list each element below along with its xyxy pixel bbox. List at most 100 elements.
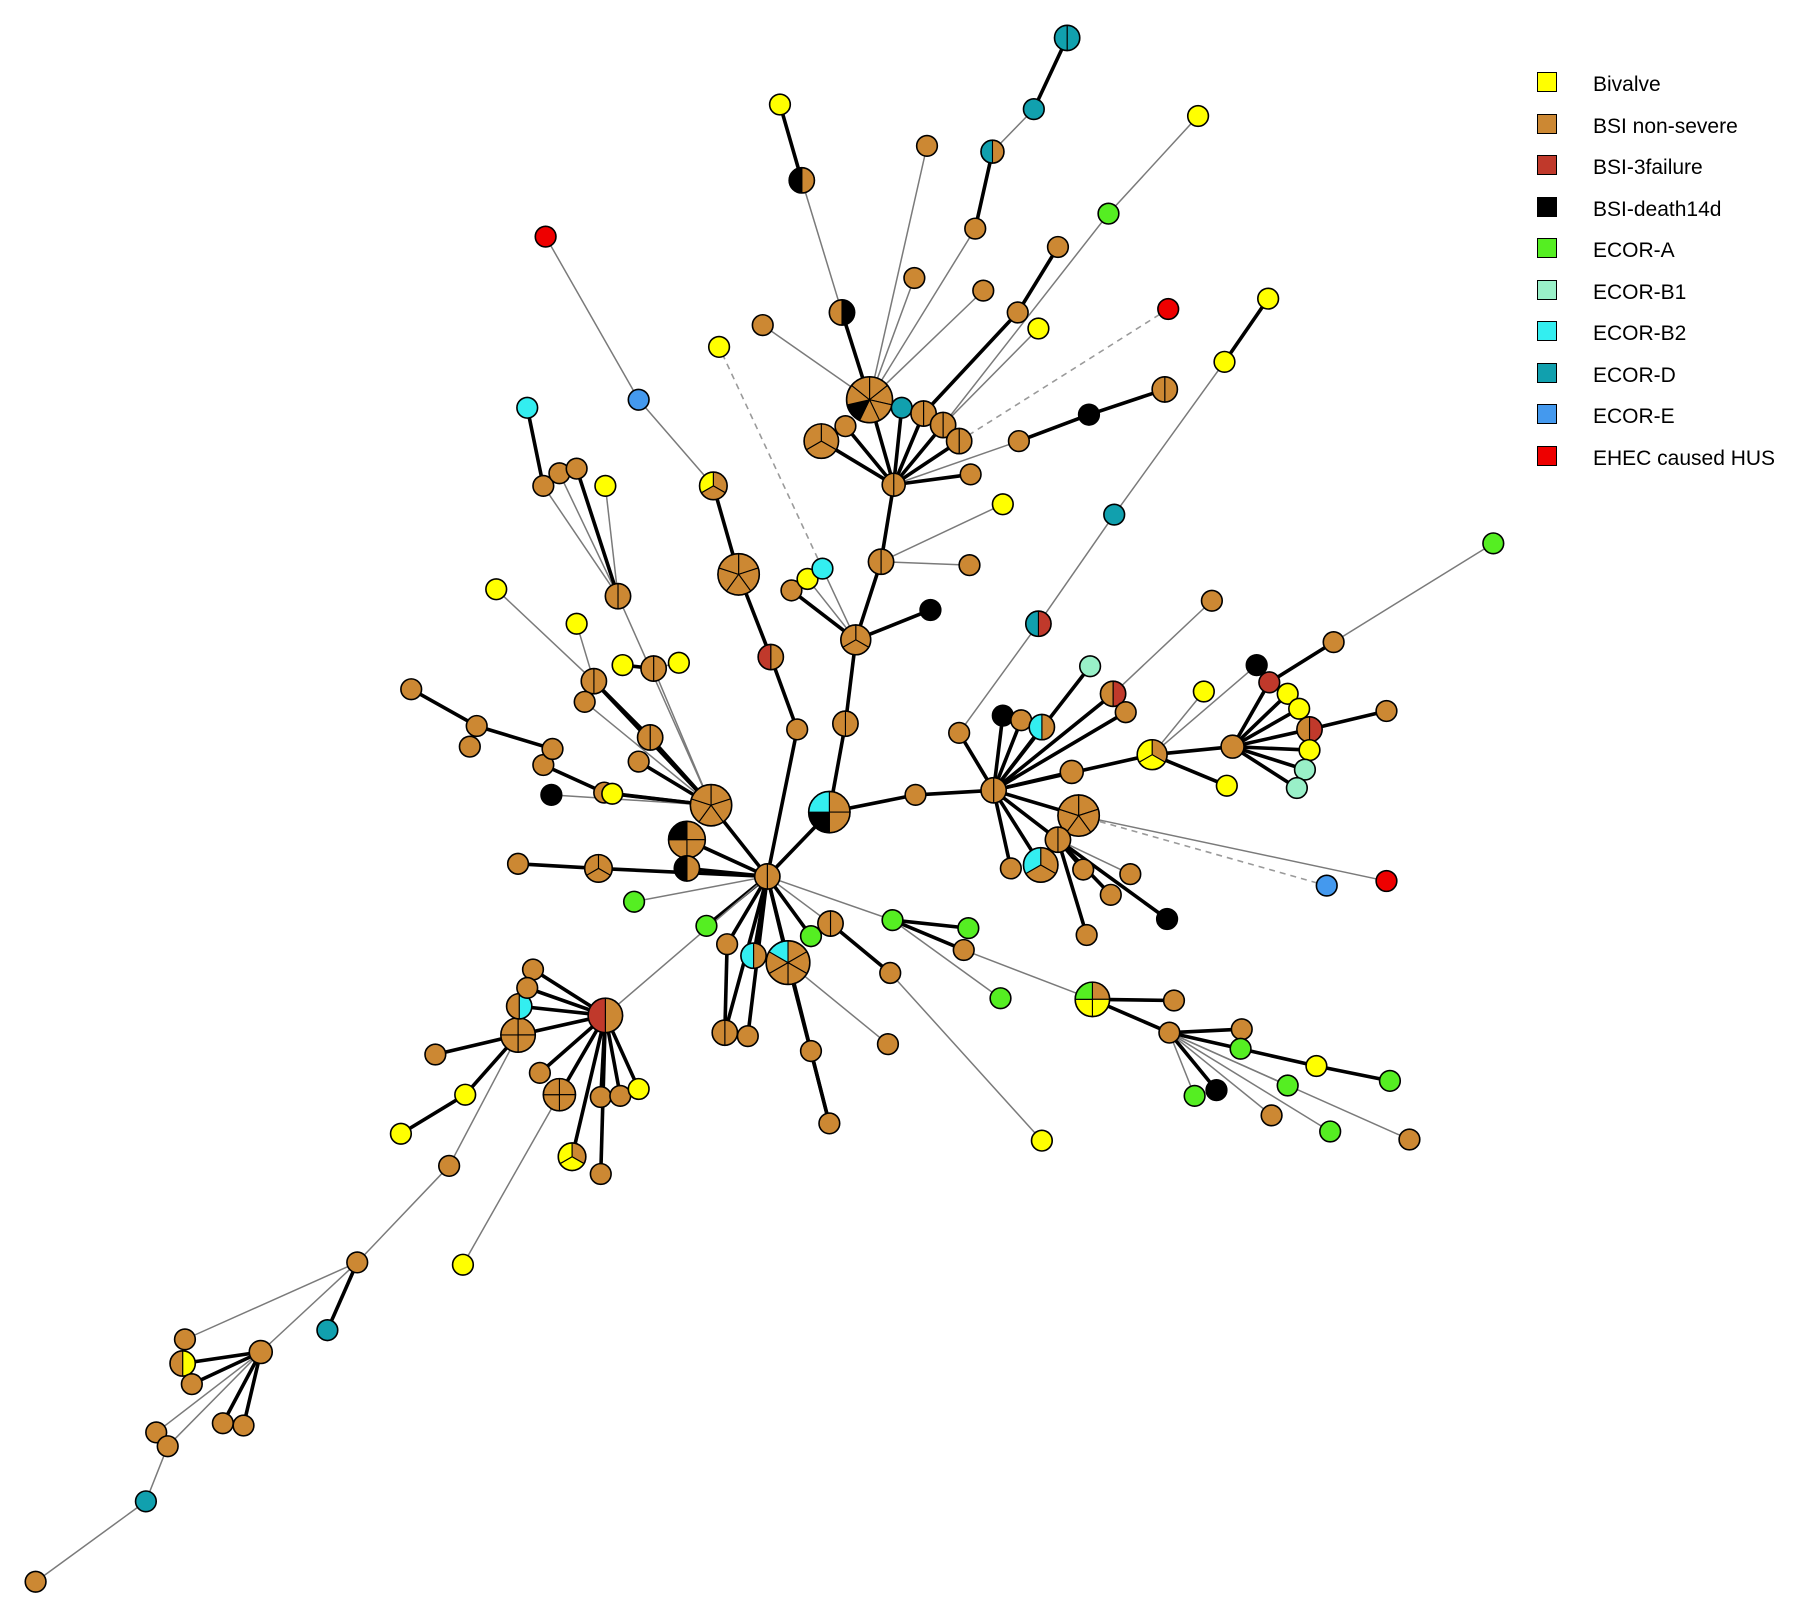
network-edge bbox=[767, 875, 893, 921]
node-slice bbox=[649, 724, 664, 751]
network-node bbox=[667, 820, 707, 859]
node-circle bbox=[1162, 989, 1186, 1012]
node-circle bbox=[506, 852, 530, 875]
network-node bbox=[876, 1033, 900, 1056]
network-edge bbox=[35, 1500, 147, 1583]
legend-swatch bbox=[1537, 155, 1557, 175]
legend-swatch bbox=[1537, 196, 1557, 217]
network-node bbox=[604, 582, 632, 610]
network-node bbox=[1298, 738, 1321, 762]
node-slice bbox=[844, 710, 859, 737]
node-circle bbox=[594, 474, 617, 498]
network-node bbox=[1375, 699, 1398, 723]
network-edge bbox=[881, 560, 970, 566]
node-slice bbox=[841, 299, 856, 326]
network-edge bbox=[1078, 814, 1387, 882]
node-outline bbox=[867, 548, 895, 576]
network-node bbox=[589, 1085, 612, 1109]
node-circle bbox=[465, 714, 488, 738]
node-circle bbox=[1192, 680, 1215, 703]
network-node bbox=[689, 783, 733, 827]
node-circle bbox=[1322, 630, 1345, 654]
node-circle bbox=[834, 415, 857, 438]
node-circle bbox=[454, 1083, 477, 1106]
network-node bbox=[541, 737, 564, 761]
node-circle bbox=[1276, 1074, 1299, 1097]
node-circle bbox=[879, 961, 902, 985]
network-edge bbox=[1231, 707, 1301, 749]
node-circle bbox=[565, 612, 588, 635]
network-edge bbox=[525, 407, 546, 487]
network-node bbox=[799, 925, 823, 948]
node-circle bbox=[1075, 923, 1098, 947]
node-circle bbox=[565, 457, 588, 480]
node-circle bbox=[786, 718, 809, 741]
network-edge bbox=[1112, 600, 1213, 695]
node-circle bbox=[389, 1122, 413, 1145]
node-circle bbox=[991, 704, 1014, 727]
network-edge bbox=[891, 918, 965, 952]
node-outline bbox=[753, 863, 781, 890]
node-circle bbox=[667, 651, 691, 674]
network-edge bbox=[1113, 361, 1226, 516]
network-edge bbox=[868, 228, 976, 401]
node-circle bbox=[528, 1061, 552, 1085]
node-outline bbox=[740, 942, 767, 970]
network-node bbox=[959, 463, 982, 486]
legend-item: BSI non-severe bbox=[1530, 108, 1792, 150]
node-circle bbox=[989, 987, 1012, 1010]
node-slice bbox=[828, 299, 843, 326]
node-circle bbox=[799, 925, 823, 948]
node-circle bbox=[622, 890, 646, 913]
network-node bbox=[1103, 503, 1126, 526]
network-node bbox=[1375, 869, 1398, 893]
network-node bbox=[627, 750, 650, 773]
network-edge bbox=[633, 875, 768, 903]
network-node bbox=[818, 1112, 841, 1135]
network-node bbox=[980, 139, 1005, 164]
node-slice bbox=[1037, 610, 1052, 637]
node-outline bbox=[587, 997, 624, 1034]
node-slice bbox=[910, 400, 925, 427]
node-circle bbox=[458, 735, 481, 758]
node-outline bbox=[673, 854, 701, 882]
network-edge bbox=[1316, 1064, 1391, 1083]
network-node bbox=[832, 710, 859, 738]
network-edge bbox=[638, 399, 714, 487]
node-circle bbox=[964, 217, 987, 240]
network-edge bbox=[942, 327, 1039, 426]
legend-item: BSI-3failure bbox=[1530, 149, 1792, 191]
network-node bbox=[424, 1043, 447, 1066]
node-circle bbox=[1215, 774, 1238, 797]
network-node bbox=[589, 1162, 612, 1186]
network-node bbox=[957, 917, 980, 940]
network-node bbox=[1200, 589, 1224, 612]
network-node bbox=[1099, 883, 1122, 906]
network-node bbox=[1258, 671, 1281, 694]
network-node bbox=[1276, 682, 1299, 705]
network-node bbox=[1119, 863, 1142, 886]
node-circle bbox=[627, 388, 650, 411]
legend-item: ECOR-D bbox=[1530, 357, 1792, 399]
network-edge bbox=[1169, 1027, 1242, 1035]
network-edge bbox=[1107, 115, 1199, 215]
node-circle bbox=[424, 1043, 447, 1066]
network-node bbox=[919, 598, 942, 622]
network-node bbox=[451, 1253, 475, 1276]
network-edge bbox=[1018, 412, 1090, 443]
network-node bbox=[211, 1412, 234, 1435]
network-node bbox=[1155, 907, 1179, 931]
node-circle bbox=[999, 857, 1022, 880]
network-node bbox=[1053, 24, 1081, 52]
network-node bbox=[1205, 1078, 1228, 1102]
network-node bbox=[736, 1024, 759, 1048]
legend-swatch bbox=[1537, 72, 1557, 92]
network-edge bbox=[1231, 692, 1289, 748]
network-node bbox=[788, 166, 816, 194]
network-node bbox=[972, 279, 995, 302]
network-node bbox=[964, 217, 987, 240]
node-circle bbox=[1220, 734, 1245, 759]
network-node bbox=[1006, 301, 1029, 324]
node-circle bbox=[1157, 297, 1180, 321]
